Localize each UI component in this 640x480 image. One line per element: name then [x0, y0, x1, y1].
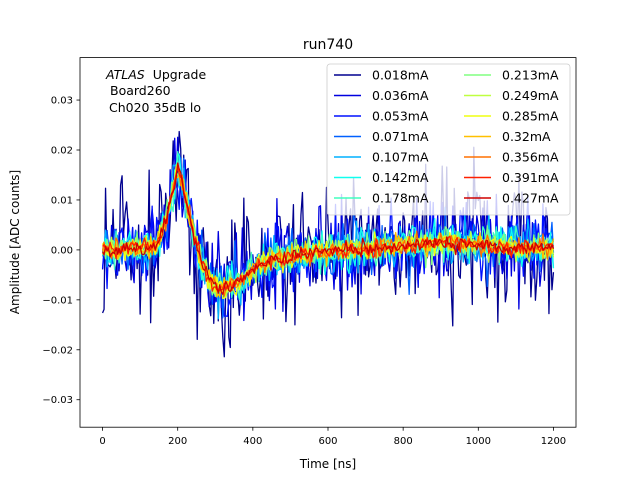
y-tick-label: 0.03 [51, 96, 73, 107]
legend-label-5: 0.142mA [372, 170, 429, 185]
y-tick-label: −0.02 [42, 345, 73, 356]
legend-label-7: 0.213mA [502, 68, 559, 83]
y-axis-label: Amplitude [ADC counts] [8, 170, 22, 314]
x-tick-label: 400 [243, 436, 262, 447]
legend-label-3: 0.071mA [372, 129, 429, 144]
x-tick-label: 600 [318, 436, 337, 447]
legend-label-8: 0.249mA [502, 88, 559, 103]
annotation-experiment-suffix: Upgrade [153, 67, 207, 82]
legend-label-6: 0.178mA [372, 191, 429, 206]
legend-label-11: 0.356mA [502, 150, 559, 165]
x-tick-label: 1000 [466, 436, 491, 447]
x-tick-label: 0 [99, 436, 105, 447]
legend-label-0: 0.018mA [372, 68, 429, 83]
legend-label-13: 0.427mA [502, 191, 559, 206]
x-axis-label: Time [ns] [299, 457, 356, 471]
legend-label-12: 0.391mA [502, 170, 559, 185]
y-tick-label: 0.00 [51, 245, 73, 256]
legend-label-2: 0.053mA [372, 109, 429, 124]
legend-label-10: 0.32mA [502, 129, 551, 144]
chart-title: run740 [303, 37, 353, 53]
legend-label-4: 0.107mA [372, 150, 429, 165]
y-tick-label: 0.02 [51, 146, 73, 157]
y-tick-label: 0.01 [51, 195, 73, 206]
legend: 0.018mA 0.036mA 0.053mA 0.071mA 0.107mA 0.142… [326, 63, 571, 216]
annotation-board: Board260 [110, 83, 171, 98]
x-tick-label: 1200 [541, 436, 566, 447]
legend-label-9: 0.285mA [502, 109, 559, 124]
y-tick-label: −0.03 [42, 395, 73, 406]
legend-label-1: 0.036mA [372, 88, 429, 103]
x-tick-label: 800 [394, 436, 413, 447]
series-line-13 [101, 162, 555, 295]
annotation-channel: Ch020 35dB lo [109, 100, 201, 115]
annotation: ATLAS Upgrade Board260 Ch020 35dB lo [105, 67, 206, 115]
series-line-10 [101, 173, 555, 298]
y-axis: −0.03 −0.02 −0.01 0.00 0.01 0.02 0.03 [42, 96, 80, 406]
svg-text:ATLAS Upgrade: ATLAS Upgrade [105, 67, 206, 82]
x-axis: 0 200 400 600 800 1000 1200 [99, 427, 566, 447]
annotation-experiment: ATLAS [105, 67, 145, 82]
legend-box [326, 63, 571, 216]
x-tick-label: 200 [168, 436, 187, 447]
y-tick-label: −0.01 [42, 295, 73, 306]
plot-lines [101, 130, 555, 358]
